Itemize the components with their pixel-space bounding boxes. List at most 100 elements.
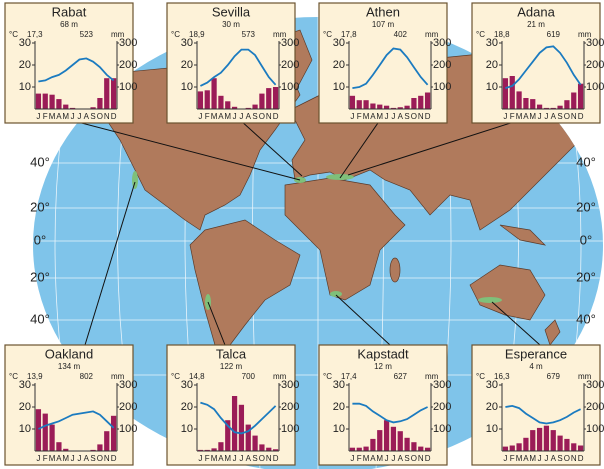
precip-tick-label: 100 bbox=[119, 81, 137, 93]
precip-bar bbox=[523, 98, 529, 109]
month-label: S bbox=[252, 454, 257, 463]
precip-bar bbox=[266, 447, 272, 451]
month-label: A bbox=[246, 454, 252, 463]
month-label: M bbox=[516, 112, 523, 121]
precip-bar bbox=[530, 430, 536, 451]
month-label: A bbox=[398, 454, 404, 463]
precip-bar bbox=[377, 430, 383, 451]
precip-bar bbox=[404, 105, 410, 109]
month-label: J bbox=[391, 454, 395, 463]
month-label: O bbox=[564, 454, 570, 463]
station-name: Athen bbox=[366, 4, 400, 19]
month-label: M bbox=[529, 454, 536, 463]
precip-bar bbox=[363, 100, 369, 109]
month-label: A bbox=[56, 112, 62, 121]
precip-bar bbox=[97, 444, 103, 451]
month-label: J bbox=[233, 454, 237, 463]
precip-bar bbox=[104, 78, 110, 109]
month-label: J bbox=[233, 112, 237, 121]
mean-temp: 18,8 bbox=[494, 30, 510, 39]
precip-bar bbox=[383, 420, 390, 451]
month-label: A bbox=[370, 454, 376, 463]
mean-temp: 18,9 bbox=[189, 30, 205, 39]
month-label: J bbox=[538, 454, 542, 463]
month-label: M bbox=[376, 454, 383, 463]
precip-tick-label: 200 bbox=[433, 59, 451, 71]
temp-tick-label: 10 bbox=[486, 81, 498, 93]
temp-tick-label: 20 bbox=[333, 59, 345, 71]
month-label: O bbox=[97, 454, 103, 463]
precip-bar bbox=[418, 446, 424, 451]
precip-bar bbox=[104, 431, 110, 451]
elevation: 12 m bbox=[374, 362, 392, 371]
precip-tick-label: 300 bbox=[119, 379, 137, 391]
month-label: M bbox=[211, 112, 218, 121]
precip-bar bbox=[197, 91, 204, 109]
station-name: Sevilla bbox=[212, 4, 251, 19]
precip-bar bbox=[272, 87, 279, 109]
month-label: N bbox=[571, 454, 577, 463]
month-label: A bbox=[218, 112, 224, 121]
month-label: J bbox=[503, 112, 507, 121]
annual-precip: 679 bbox=[547, 372, 561, 381]
precip-tick-label: 200 bbox=[586, 401, 604, 413]
precip-bar bbox=[90, 449, 96, 451]
temp-tick-label: 20 bbox=[333, 401, 345, 413]
precip-unit: mm bbox=[111, 30, 125, 39]
month-label: O bbox=[411, 454, 417, 463]
month-label: A bbox=[523, 454, 529, 463]
month-label: S bbox=[252, 112, 257, 121]
precip-tick-label: 300 bbox=[586, 37, 604, 49]
month-label: A bbox=[56, 454, 62, 463]
precip-bar bbox=[370, 103, 376, 109]
precip-bar bbox=[418, 95, 424, 109]
precip-bar bbox=[225, 101, 231, 109]
precip-bar bbox=[245, 107, 251, 109]
precip-bar bbox=[110, 415, 117, 451]
precip-unit: mm bbox=[425, 30, 439, 39]
precip-tick-label: 300 bbox=[433, 379, 451, 391]
temp-tick-label: 20 bbox=[19, 59, 31, 71]
latitude-label: 20° bbox=[576, 199, 596, 214]
precip-bar bbox=[383, 105, 390, 109]
precip-bar bbox=[550, 430, 556, 451]
month-label: N bbox=[418, 454, 424, 463]
precip-bar bbox=[231, 106, 238, 109]
precip-bar bbox=[56, 99, 62, 109]
month-label: J bbox=[36, 112, 40, 121]
month-label: J bbox=[503, 454, 507, 463]
precip-bar bbox=[56, 442, 62, 451]
month-label: A bbox=[84, 112, 90, 121]
month-label: A bbox=[523, 112, 529, 121]
precip-bar bbox=[397, 431, 403, 451]
precip-bar bbox=[557, 435, 563, 451]
month-label: J bbox=[36, 454, 40, 463]
month-label: F bbox=[205, 454, 210, 463]
precip-tick-label: 300 bbox=[586, 379, 604, 391]
month-label: N bbox=[104, 454, 110, 463]
precip-tick-label: 100 bbox=[586, 423, 604, 435]
precip-bar bbox=[557, 105, 563, 109]
temperature-line bbox=[352, 402, 428, 424]
temp-tick-label: 30 bbox=[333, 379, 345, 391]
precip-bar bbox=[356, 100, 362, 109]
precip-bar bbox=[404, 437, 410, 451]
temp-tick-label: 10 bbox=[181, 81, 193, 93]
precip-bar bbox=[543, 107, 550, 109]
elevation: 107 m bbox=[372, 20, 395, 29]
annual-precip: 700 bbox=[242, 372, 256, 381]
month-label: M bbox=[376, 112, 383, 121]
month-label: O bbox=[97, 112, 103, 121]
precip-bar bbox=[411, 442, 417, 451]
month-label: J bbox=[239, 454, 243, 463]
precip-bar bbox=[218, 442, 224, 451]
latitude-label: 0° bbox=[34, 232, 46, 247]
precip-bar bbox=[225, 420, 231, 451]
month-label: A bbox=[551, 112, 557, 121]
temp-tick-label: 10 bbox=[333, 423, 345, 435]
